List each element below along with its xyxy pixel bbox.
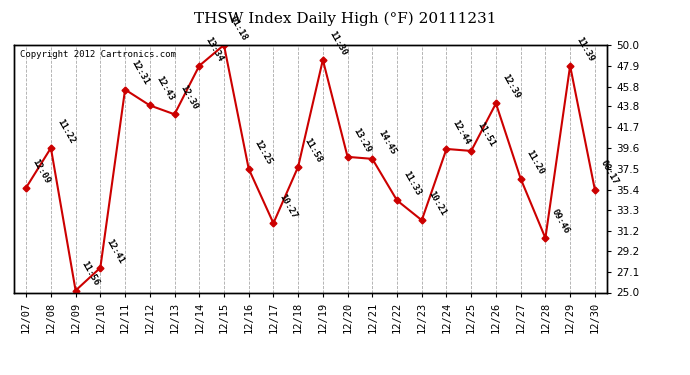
Text: 01:18: 01:18 bbox=[228, 15, 249, 42]
Text: 10:27: 10:27 bbox=[277, 193, 299, 220]
Text: 11:58: 11:58 bbox=[302, 136, 324, 164]
Text: 12:41: 12:41 bbox=[104, 237, 126, 265]
Text: 11:51: 11:51 bbox=[475, 120, 497, 148]
Text: 10:21: 10:21 bbox=[426, 190, 447, 217]
Text: 11:20: 11:20 bbox=[525, 148, 546, 176]
Text: 13:34: 13:34 bbox=[204, 35, 225, 63]
Text: 14:45: 14:45 bbox=[377, 128, 397, 156]
Text: 11:33: 11:33 bbox=[401, 170, 422, 198]
Text: 12:39: 12:39 bbox=[500, 73, 522, 100]
Text: 12:30: 12:30 bbox=[179, 84, 200, 111]
Text: 12:25: 12:25 bbox=[253, 138, 274, 166]
Text: Copyright 2012 Cartronics.com: Copyright 2012 Cartronics.com bbox=[20, 50, 176, 59]
Text: THSW Index Daily High (°F) 20111231: THSW Index Daily High (°F) 20111231 bbox=[194, 11, 496, 26]
Text: 09:46: 09:46 bbox=[549, 207, 571, 235]
Text: 13:29: 13:29 bbox=[352, 126, 373, 154]
Text: 11:56: 11:56 bbox=[80, 260, 101, 288]
Text: 11:30: 11:30 bbox=[327, 29, 348, 57]
Text: 11:22: 11:22 bbox=[55, 117, 77, 145]
Text: 11:39: 11:39 bbox=[574, 35, 595, 63]
Text: 08:17: 08:17 bbox=[599, 159, 620, 187]
Text: 12:44: 12:44 bbox=[451, 118, 472, 146]
Text: 12:31: 12:31 bbox=[129, 59, 150, 87]
Text: 12:09: 12:09 bbox=[30, 157, 52, 185]
Text: 12:43: 12:43 bbox=[154, 75, 175, 103]
